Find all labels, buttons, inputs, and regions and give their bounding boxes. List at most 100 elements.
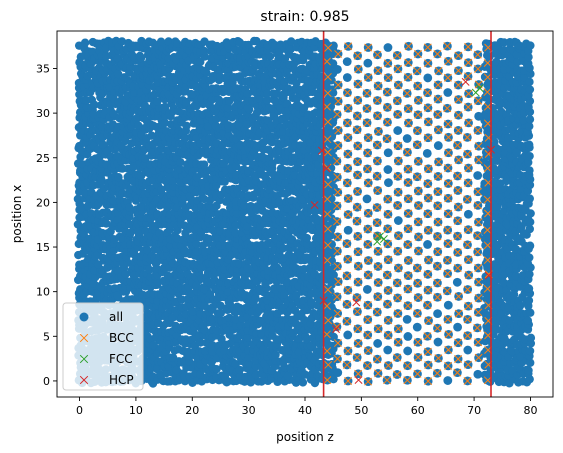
legend-label: HCP: [109, 373, 134, 387]
point-all: [423, 240, 432, 249]
point-bcc: [403, 301, 412, 310]
point-bcc: [374, 262, 382, 271]
point-all: [433, 141, 443, 150]
point-bcc: [464, 118, 473, 127]
point-bcc: [333, 141, 342, 150]
point-bcc: [433, 279, 442, 287]
point-all: [499, 278, 509, 288]
point-bcc: [353, 51, 362, 60]
point-bcc: [474, 353, 483, 362]
point-bcc: [434, 125, 443, 134]
point-all: [164, 362, 174, 371]
point-all: [97, 122, 107, 131]
point-bcc: [454, 155, 463, 164]
point-all: [402, 314, 412, 324]
point-bcc: [373, 186, 382, 195]
point-bcc: [383, 300, 392, 309]
point-bcc: [414, 50, 422, 58]
point-bcc: [443, 42, 452, 51]
point-bcc: [364, 377, 373, 386]
point-bcc: [404, 58, 413, 67]
point-bcc: [463, 331, 472, 340]
point-bcc: [444, 148, 453, 157]
point-all: [188, 307, 197, 316]
point-bcc: [413, 140, 422, 149]
point-bcc: [322, 330, 331, 339]
point-bcc: [383, 118, 392, 127]
point-bcc: [444, 57, 453, 66]
point-bcc: [453, 141, 462, 150]
x-tick-label: 30: [242, 404, 256, 417]
point-all: [196, 338, 205, 347]
point-all: [526, 358, 535, 367]
point-bcc: [464, 302, 473, 311]
point-bcc: [353, 203, 362, 212]
point-all: [156, 37, 166, 46]
point-bcc: [474, 155, 483, 164]
point-bcc: [353, 232, 362, 241]
point-bcc: [464, 360, 473, 369]
point-all: [192, 101, 201, 111]
point-bcc: [354, 262, 363, 271]
point-all: [117, 37, 127, 46]
point-bcc: [434, 172, 443, 181]
point-bcc: [434, 157, 443, 166]
point-bcc: [433, 247, 442, 256]
point-bcc: [474, 142, 483, 151]
point-bcc: [333, 188, 342, 197]
point-bcc: [323, 72, 332, 81]
point-bcc: [383, 239, 392, 248]
point-bcc: [404, 119, 413, 127]
point-all: [113, 54, 123, 63]
point-bcc: [373, 141, 382, 149]
point-bcc: [473, 201, 482, 210]
point-bcc: [393, 51, 402, 60]
y-tick-label: 25: [36, 152, 50, 165]
point-bcc: [384, 73, 393, 82]
x-tick-label: 20: [185, 404, 199, 417]
point-bcc: [323, 347, 332, 356]
point-all: [118, 164, 127, 173]
point-bcc: [404, 42, 413, 51]
point-bcc: [403, 376, 412, 385]
point-bcc: [444, 133, 453, 142]
point-bcc: [353, 324, 362, 333]
point-bcc: [384, 361, 393, 370]
point-all: [524, 296, 534, 305]
point-all: [383, 43, 393, 52]
point-bcc: [444, 164, 452, 173]
point-bcc: [413, 338, 422, 347]
point-bcc: [464, 271, 473, 280]
point-bcc: [393, 247, 402, 256]
point-bcc: [373, 157, 382, 165]
point-bcc: [423, 301, 432, 310]
point-bcc: [464, 164, 473, 173]
point-bcc: [423, 88, 432, 97]
point-fcc: [376, 232, 384, 241]
point-bcc: [454, 203, 463, 211]
point-hcp: [332, 325, 340, 334]
point-all: [523, 316, 533, 325]
point-bcc: [404, 194, 413, 203]
point-bcc: [373, 308, 382, 317]
point-all: [525, 122, 534, 131]
point-bcc: [473, 323, 482, 332]
x-tick-label: 40: [298, 404, 312, 417]
point-bcc: [354, 65, 363, 74]
point-bcc: [403, 148, 412, 157]
point-all: [160, 102, 170, 112]
point-bcc: [404, 209, 413, 218]
point-bcc: [414, 247, 423, 255]
point-bcc: [463, 376, 472, 385]
point-bcc: [324, 180, 333, 189]
point-fcc: [475, 84, 484, 93]
point-all: [500, 334, 509, 343]
point-bcc: [332, 157, 341, 166]
point-bcc: [483, 256, 492, 265]
point-hcp: [352, 298, 361, 307]
x-tick-label: 70: [467, 404, 481, 417]
point-all: [412, 322, 422, 332]
point-bcc: [363, 89, 371, 98]
point-bcc: [383, 195, 392, 204]
